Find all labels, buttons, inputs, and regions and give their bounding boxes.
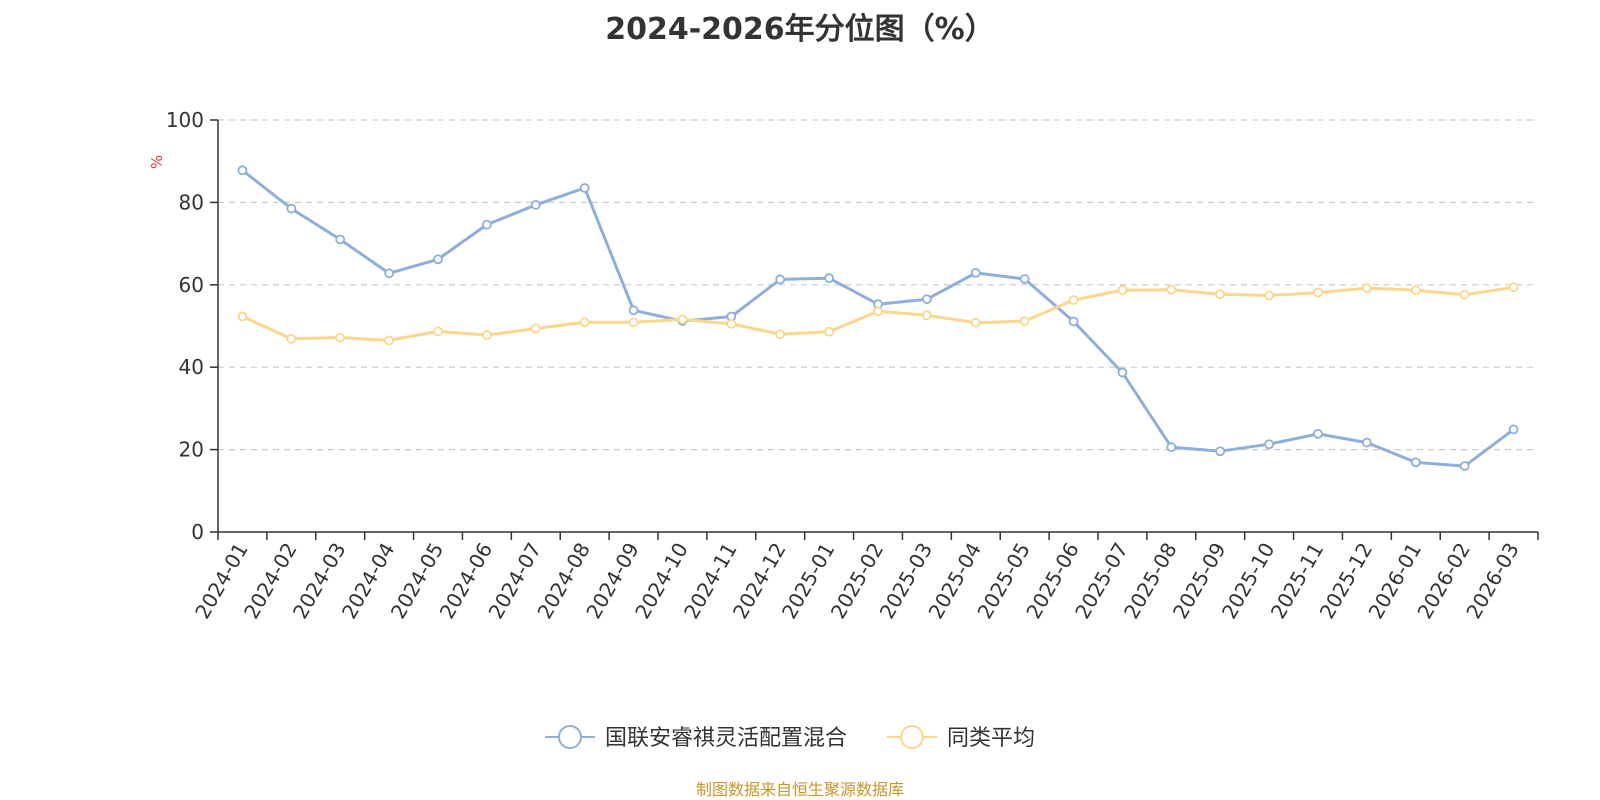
y-tick-label: 40: [179, 355, 204, 379]
data-point: [1068, 316, 1079, 327]
data-point: [1264, 439, 1275, 450]
data-point: [1117, 367, 1128, 378]
data-point: [1508, 282, 1519, 293]
data-point: [579, 183, 590, 193]
chart-title: 2024-2026年分位图（%）: [605, 12, 995, 47]
data-point: [1361, 437, 1372, 448]
data-point: [433, 254, 443, 265]
data-point: [1410, 285, 1421, 296]
data-point: [433, 326, 443, 337]
y-tick-label: 80: [179, 190, 204, 214]
grid-lines: [218, 119, 1538, 451]
y-tick-label: 60: [179, 273, 204, 297]
axes: 020406080100%2024-012024-022024-032024-0…: [148, 108, 1539, 623]
data-point: [335, 234, 346, 245]
data-point: [970, 267, 981, 278]
series-lines: [237, 165, 1519, 471]
data-point: [286, 333, 297, 344]
data-point: [1019, 274, 1030, 284]
data-point: [1166, 284, 1177, 295]
data-point: [237, 311, 248, 322]
y-tick-label: 100: [166, 108, 204, 132]
line-chart: 020406080100%2024-012024-022024-032024-0…: [148, 108, 1539, 751]
data-point: [1459, 461, 1470, 471]
data-point: [1459, 289, 1470, 300]
data-point: [1313, 287, 1323, 298]
data-point: [1215, 289, 1226, 300]
y-tick-label: 20: [179, 438, 204, 462]
data-point: [824, 273, 835, 284]
data-point: [481, 219, 492, 230]
data-point: [775, 274, 786, 285]
data-point: [237, 165, 248, 176]
data-point: [481, 330, 492, 340]
data-point: [530, 199, 541, 210]
data-point: [1508, 424, 1519, 435]
data-point: [1410, 457, 1421, 468]
data-point: [726, 319, 737, 329]
data-point: [628, 305, 639, 316]
legend-circle-icon: [900, 725, 924, 749]
data-point: [873, 306, 883, 317]
data-point: [1264, 290, 1275, 301]
legend: 国联安睿祺灵活配置混合 同类平均: [545, 725, 1035, 751]
data-point: [921, 310, 932, 321]
series-line-0: [241, 169, 1515, 468]
data-point: [384, 268, 395, 279]
data-point: [286, 203, 297, 214]
data-point: [335, 332, 346, 343]
legend-label: 国联安睿祺灵活配置混合: [605, 726, 847, 751]
legend-label: 同类平均: [947, 726, 1035, 751]
legend-item-1[interactable]: 同类平均: [887, 725, 1035, 751]
legend-item-0[interactable]: 国联安睿祺灵活配置混合: [545, 725, 847, 751]
data-point: [1019, 316, 1030, 326]
y-tick-label: 0: [191, 520, 204, 544]
data-point: [677, 314, 688, 325]
data-point: [775, 329, 786, 340]
data-point: [1313, 429, 1323, 439]
data-point: [824, 326, 835, 337]
data-point: [1215, 446, 1226, 457]
data-point: [1068, 295, 1079, 305]
data-point: [1117, 285, 1128, 296]
data-point: [921, 294, 932, 305]
data-point: [970, 317, 981, 328]
legend-circle-icon: [558, 725, 582, 749]
source-note: 制图数据来自恒生聚源数据库: [695, 780, 904, 799]
data-point: [579, 317, 590, 328]
data-point: [628, 317, 639, 328]
y-axis-label: %: [148, 155, 166, 169]
data-point: [1166, 442, 1177, 453]
data-point: [1361, 283, 1372, 293]
data-point: [384, 335, 395, 346]
data-point: [530, 323, 541, 334]
